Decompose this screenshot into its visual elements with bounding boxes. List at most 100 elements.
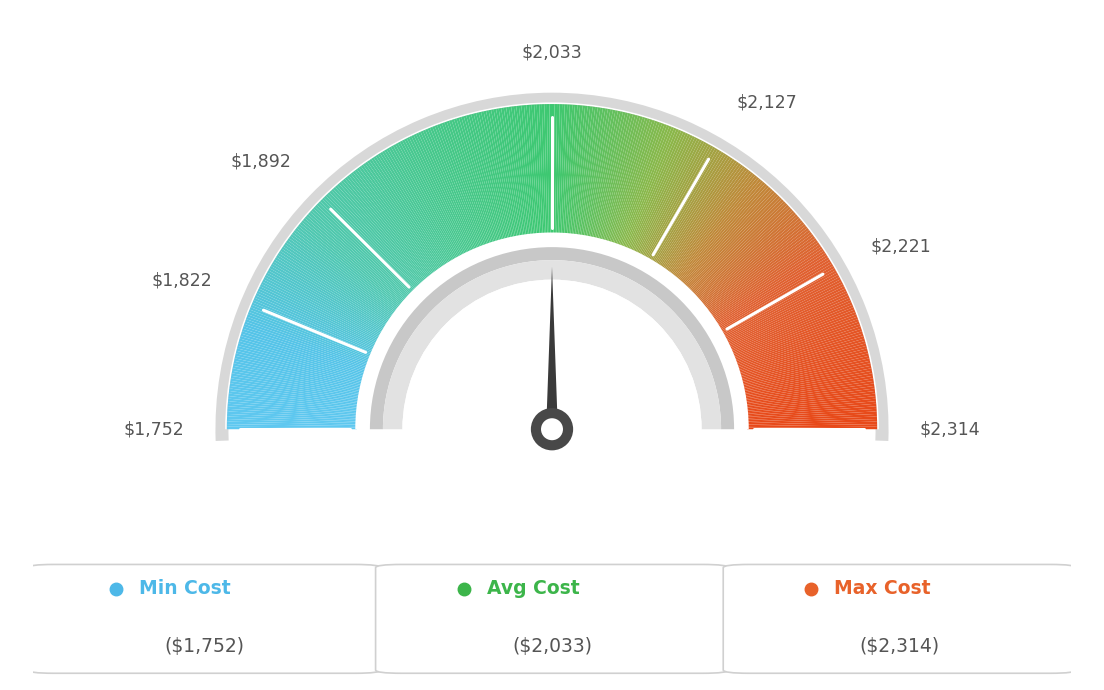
Wedge shape bbox=[681, 186, 769, 284]
Wedge shape bbox=[370, 247, 734, 429]
Wedge shape bbox=[676, 177, 760, 279]
Wedge shape bbox=[314, 206, 410, 297]
Wedge shape bbox=[229, 399, 358, 413]
Wedge shape bbox=[666, 165, 743, 271]
Wedge shape bbox=[718, 257, 829, 327]
Wedge shape bbox=[736, 324, 860, 368]
Wedge shape bbox=[583, 108, 605, 237]
Wedge shape bbox=[263, 279, 379, 341]
Wedge shape bbox=[275, 257, 386, 327]
Wedge shape bbox=[733, 310, 856, 359]
Wedge shape bbox=[544, 104, 549, 234]
Wedge shape bbox=[656, 153, 726, 264]
Wedge shape bbox=[701, 220, 803, 305]
Wedge shape bbox=[624, 127, 675, 248]
Wedge shape bbox=[229, 391, 359, 408]
Wedge shape bbox=[714, 248, 824, 322]
Wedge shape bbox=[363, 164, 439, 270]
Wedge shape bbox=[403, 279, 701, 429]
Wedge shape bbox=[715, 250, 825, 324]
Wedge shape bbox=[689, 197, 782, 291]
Wedge shape bbox=[741, 348, 868, 382]
Wedge shape bbox=[746, 399, 875, 413]
Wedge shape bbox=[452, 119, 493, 244]
Wedge shape bbox=[683, 189, 773, 286]
Wedge shape bbox=[617, 122, 662, 246]
Wedge shape bbox=[412, 135, 469, 253]
Wedge shape bbox=[572, 106, 587, 235]
Wedge shape bbox=[373, 156, 446, 266]
Wedge shape bbox=[414, 134, 470, 253]
Wedge shape bbox=[636, 136, 696, 254]
Wedge shape bbox=[393, 144, 458, 259]
Wedge shape bbox=[609, 119, 650, 243]
Wedge shape bbox=[654, 152, 724, 264]
Wedge shape bbox=[672, 174, 755, 277]
Wedge shape bbox=[712, 242, 819, 318]
Wedge shape bbox=[735, 317, 858, 363]
Wedge shape bbox=[425, 129, 477, 250]
Wedge shape bbox=[742, 356, 869, 386]
Wedge shape bbox=[517, 106, 532, 235]
Wedge shape bbox=[444, 121, 489, 245]
Wedge shape bbox=[369, 159, 444, 268]
Wedge shape bbox=[506, 107, 526, 236]
Wedge shape bbox=[226, 426, 357, 429]
Wedge shape bbox=[745, 388, 874, 406]
Wedge shape bbox=[630, 132, 686, 251]
Wedge shape bbox=[527, 105, 539, 235]
Wedge shape bbox=[696, 208, 793, 298]
Wedge shape bbox=[737, 328, 862, 371]
Wedge shape bbox=[464, 116, 500, 242]
Wedge shape bbox=[677, 179, 762, 280]
Wedge shape bbox=[659, 157, 733, 267]
Wedge shape bbox=[606, 117, 645, 242]
Wedge shape bbox=[746, 411, 877, 420]
Wedge shape bbox=[439, 124, 486, 246]
Wedge shape bbox=[471, 114, 505, 240]
Text: Max Cost: Max Cost bbox=[835, 579, 931, 598]
Wedge shape bbox=[237, 344, 364, 380]
Wedge shape bbox=[698, 213, 796, 300]
Wedge shape bbox=[342, 179, 427, 280]
Wedge shape bbox=[307, 214, 405, 302]
Wedge shape bbox=[277, 253, 389, 325]
Wedge shape bbox=[244, 322, 368, 366]
Wedge shape bbox=[724, 275, 839, 338]
Wedge shape bbox=[290, 234, 396, 313]
Wedge shape bbox=[320, 199, 414, 293]
Polygon shape bbox=[546, 266, 558, 446]
Wedge shape bbox=[542, 104, 548, 234]
Wedge shape bbox=[311, 208, 408, 298]
Wedge shape bbox=[746, 396, 875, 411]
Wedge shape bbox=[215, 92, 889, 441]
Wedge shape bbox=[671, 172, 753, 276]
Wedge shape bbox=[736, 322, 860, 366]
Wedge shape bbox=[707, 230, 810, 311]
Wedge shape bbox=[359, 166, 437, 273]
Wedge shape bbox=[329, 190, 420, 287]
Wedge shape bbox=[743, 366, 871, 393]
Wedge shape bbox=[318, 201, 413, 293]
Wedge shape bbox=[651, 149, 720, 262]
Wedge shape bbox=[688, 196, 781, 290]
Wedge shape bbox=[745, 381, 874, 402]
Wedge shape bbox=[699, 214, 797, 302]
Wedge shape bbox=[250, 307, 371, 357]
Wedge shape bbox=[665, 164, 741, 270]
Wedge shape bbox=[509, 107, 528, 236]
Wedge shape bbox=[597, 113, 630, 240]
Wedge shape bbox=[272, 262, 385, 330]
Wedge shape bbox=[270, 264, 384, 331]
Wedge shape bbox=[291, 232, 397, 312]
Wedge shape bbox=[397, 142, 460, 257]
Wedge shape bbox=[295, 228, 399, 310]
Wedge shape bbox=[286, 240, 393, 317]
Wedge shape bbox=[745, 391, 875, 408]
Wedge shape bbox=[257, 288, 376, 346]
Wedge shape bbox=[730, 295, 849, 351]
Wedge shape bbox=[721, 266, 835, 333]
Wedge shape bbox=[686, 193, 776, 288]
Wedge shape bbox=[476, 112, 508, 239]
Wedge shape bbox=[459, 117, 498, 242]
